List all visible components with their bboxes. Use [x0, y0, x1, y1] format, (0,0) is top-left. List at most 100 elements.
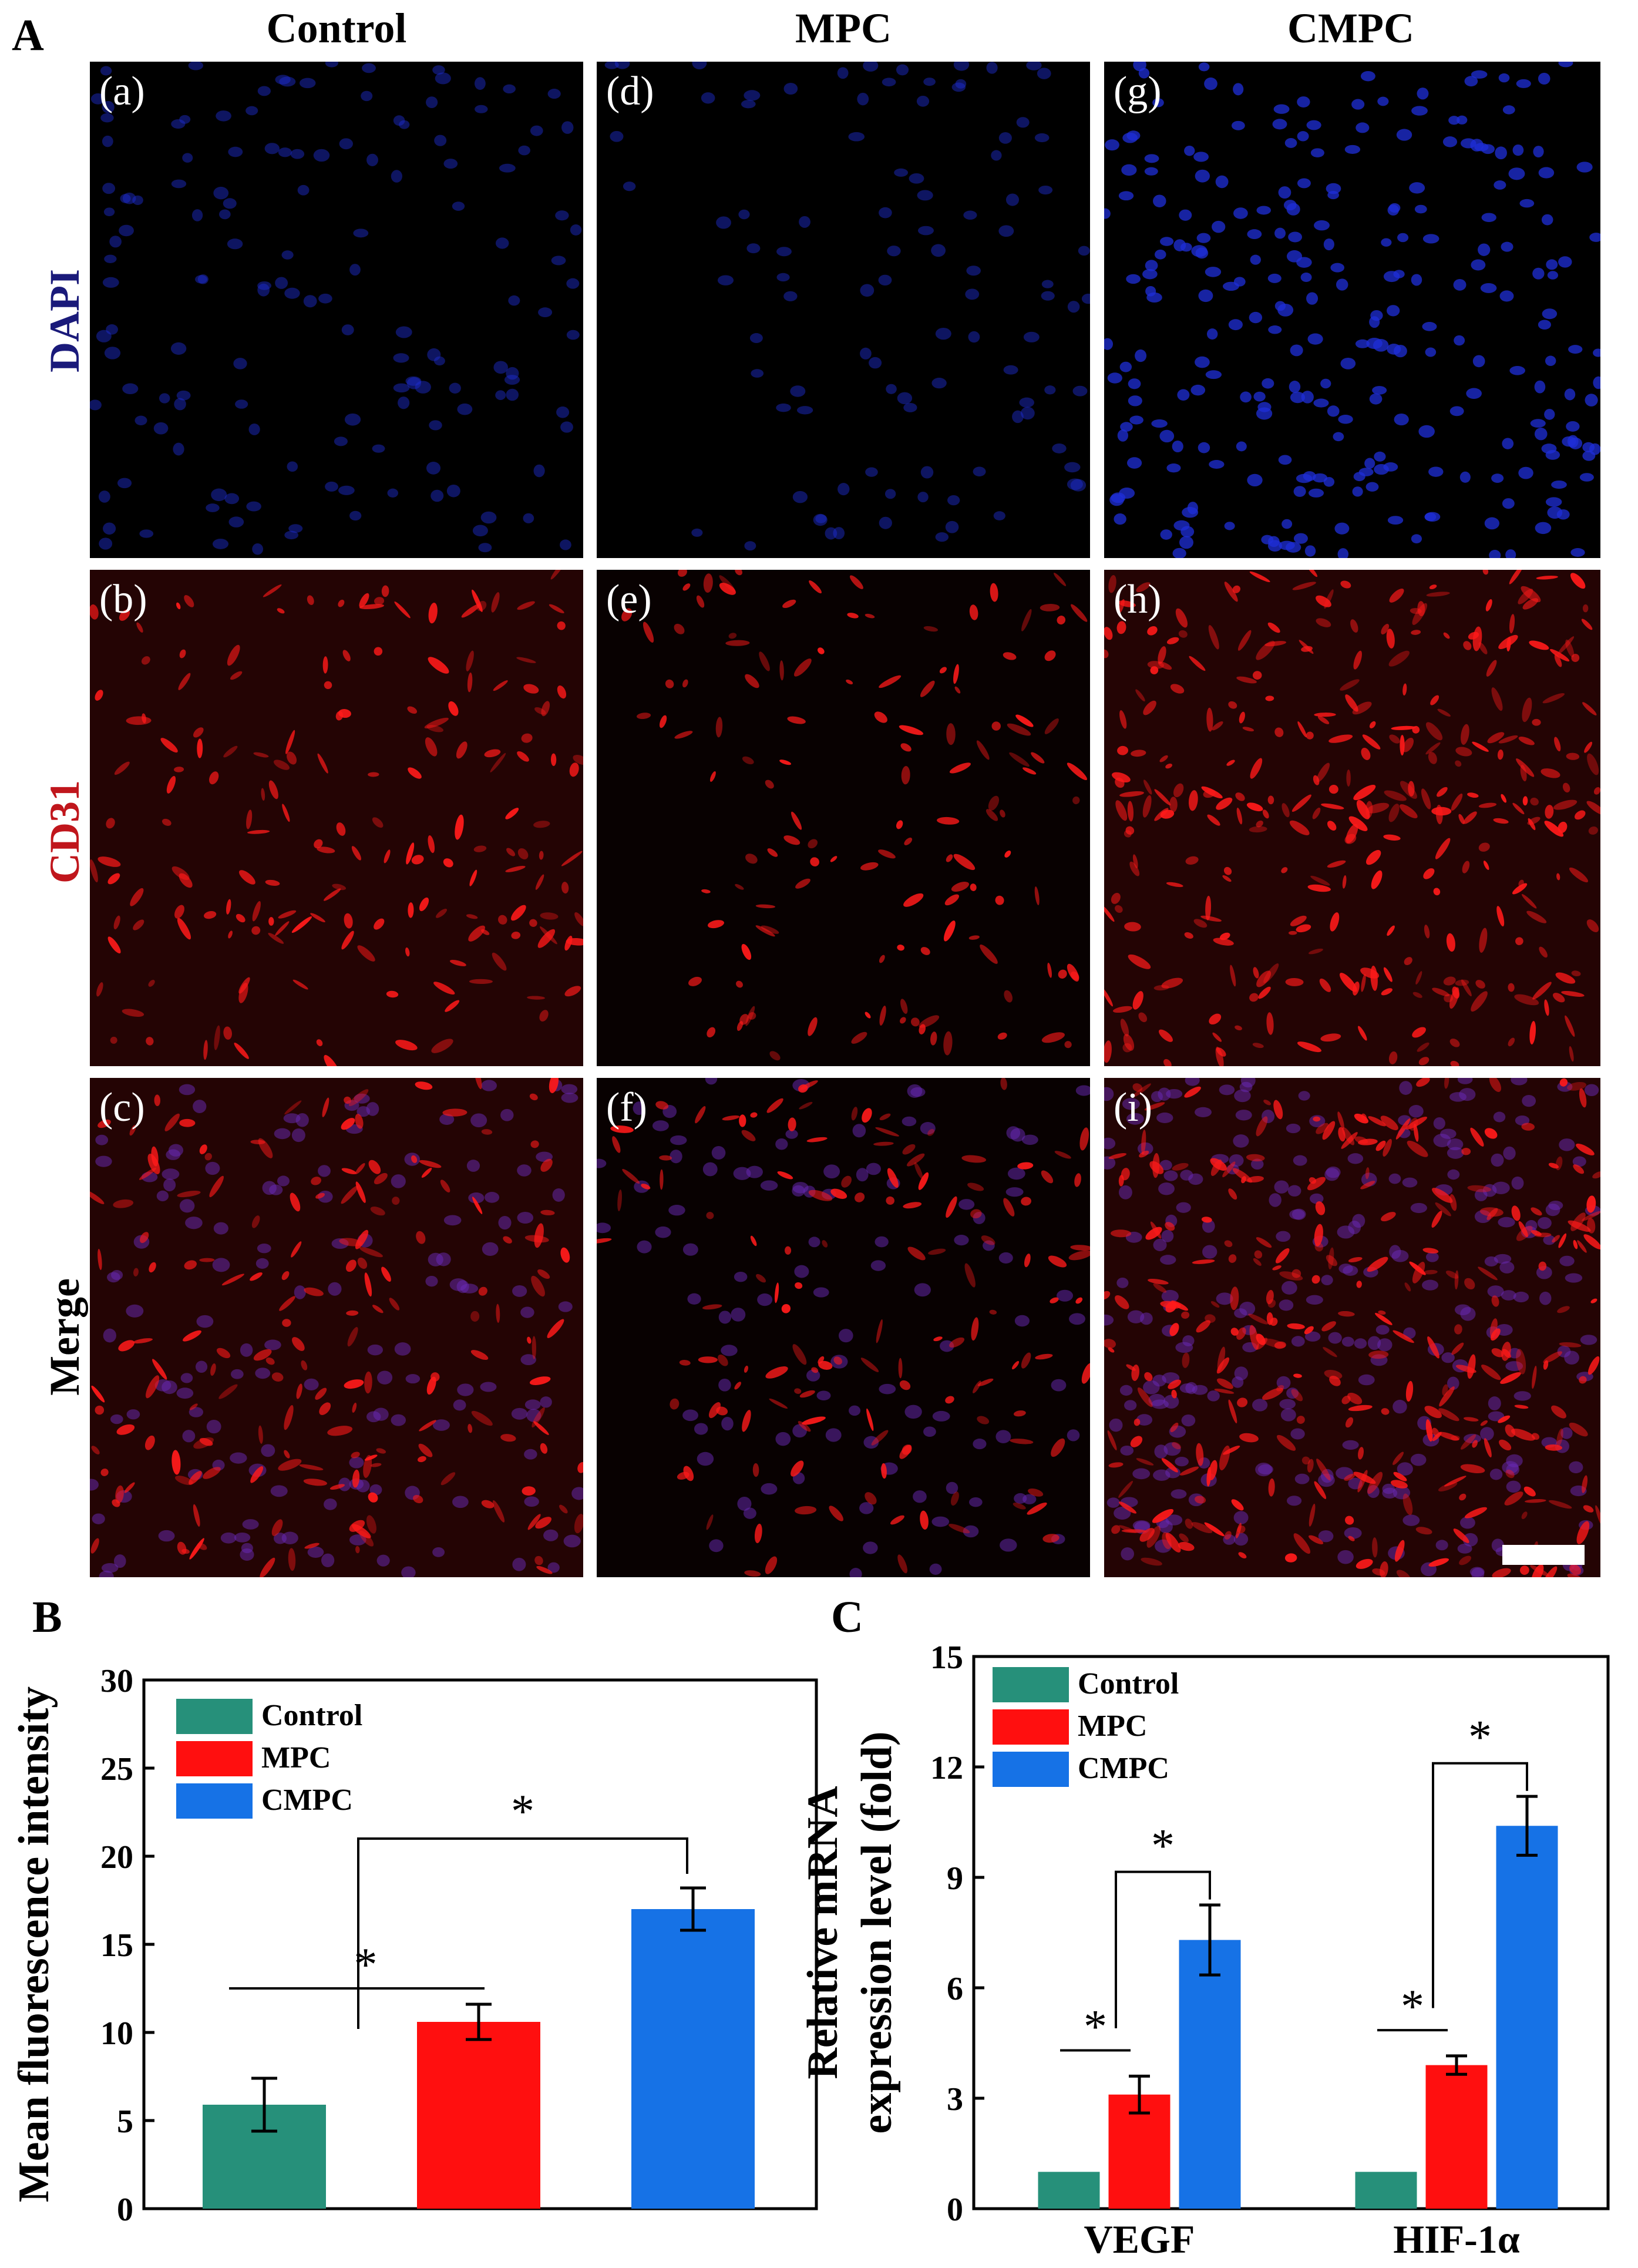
nucleus: [757, 1293, 773, 1306]
micrograph-d: (d): [597, 62, 1090, 558]
cd31-cell: [90, 1190, 105, 1204]
cd31-cell: [1123, 1034, 1135, 1051]
cd31-cell: [1380, 1115, 1398, 1131]
cd31-cell: [506, 848, 516, 856]
nucleus: [1502, 498, 1515, 509]
cd31-cell: [788, 1117, 796, 1131]
nucleus: [1530, 419, 1546, 428]
cd31-cell: [1296, 1416, 1305, 1424]
nucleus: [1023, 1494, 1037, 1504]
nucleus: [697, 1451, 714, 1466]
cd31-cell: [419, 1420, 436, 1432]
cd31-cell: [1148, 1278, 1169, 1285]
cd31-cell: [866, 1408, 874, 1432]
nucleus: [1075, 1085, 1090, 1096]
nucleus: [349, 510, 362, 521]
cd31-cell: [906, 1153, 925, 1167]
cd31-cell: [1511, 1205, 1521, 1221]
cd31-cell: [1425, 742, 1441, 755]
cd31-cell: [197, 738, 203, 758]
nucleus: [1532, 267, 1545, 280]
cd31-cell: [523, 684, 539, 694]
nucleus: [452, 1496, 469, 1508]
cd31-cell: [1412, 725, 1420, 734]
nucleus: [1172, 547, 1186, 558]
cd31-cell: [1561, 990, 1585, 997]
nucleus: [228, 516, 244, 527]
cd31-cell: [1584, 741, 1593, 753]
cd31-cell: [1027, 1502, 1047, 1515]
cd31-cell: [873, 1141, 894, 1146]
nucleus: [1293, 486, 1306, 497]
nucleus: [1333, 432, 1344, 442]
nucleus: [1589, 233, 1600, 242]
cd31-cell: [830, 856, 838, 862]
cd31-cell: [1554, 737, 1561, 752]
cd31-cell: [1242, 727, 1254, 732]
cd31-cell: [1582, 604, 1589, 613]
cd31-cell: [203, 1040, 208, 1060]
nucleus: [1538, 72, 1550, 85]
cd31-cell: [1299, 640, 1314, 654]
cd31-cell: [1463, 641, 1472, 650]
cd31-cell: [1583, 1505, 1594, 1513]
nucleus: [1546, 259, 1558, 270]
cd31-cell: [874, 711, 887, 723]
cd31-cell: [847, 613, 859, 619]
nucleus: [1262, 378, 1274, 389]
cd31-cell: [303, 1479, 328, 1486]
cd31-cell: [1583, 1234, 1600, 1249]
nucleus: [227, 238, 243, 250]
cd31-cell: [900, 999, 908, 1014]
nucleus: [1180, 1170, 1193, 1181]
cd31-cell: [540, 1158, 553, 1172]
cd31-cell: [292, 979, 308, 990]
cd31-cell: [1432, 1188, 1453, 1203]
cd31-cell: [1512, 883, 1528, 895]
nucleus: [367, 1344, 384, 1356]
cd31-cell: [106, 818, 115, 829]
cd31-cell: [144, 1435, 155, 1450]
nucleus: [524, 1496, 539, 1507]
nucleus: [1126, 1113, 1144, 1125]
cd31-cell: [368, 1492, 378, 1503]
nucleus: [307, 1546, 324, 1558]
nucleus: [1175, 1457, 1189, 1467]
cd31-cell: [754, 1523, 762, 1544]
cd31-cell: [903, 893, 924, 907]
cell-layer: [1104, 570, 1600, 1066]
nucleus: [711, 1146, 726, 1160]
nucleus: [191, 209, 203, 221]
nucleus: [1447, 1376, 1459, 1390]
cd31-cell: [1162, 1532, 1172, 1550]
cd31-cell: [1012, 1360, 1020, 1370]
cd31-cell: [1350, 619, 1358, 633]
cd31-cell: [1519, 1565, 1529, 1575]
cd31-cell: [1514, 994, 1539, 1006]
nucleus: [790, 385, 806, 397]
cd31-cell: [1165, 1533, 1181, 1553]
cd31-cell: [550, 753, 557, 767]
cd31-cell: [107, 936, 121, 954]
cd31-cell: [517, 601, 535, 610]
nucleus: [702, 1162, 718, 1177]
nucleus: [303, 295, 317, 308]
cd31-cell: [281, 1271, 290, 1281]
cd31-cell: [951, 882, 970, 892]
cd31-cell: [1272, 1265, 1282, 1271]
cd31-cell: [1372, 1537, 1378, 1558]
cd31-cell: [1293, 1373, 1302, 1378]
nucleus: [709, 1539, 724, 1553]
nucleus: [1154, 249, 1166, 260]
cd31-cell: [1009, 752, 1030, 767]
cd31-cell: [133, 919, 144, 930]
cd31-cell: [1582, 702, 1597, 715]
nucleus: [482, 1242, 499, 1256]
micrograph-h: (h): [1104, 570, 1600, 1066]
cd31-cell: [707, 1027, 716, 1038]
cd31-cell: [359, 593, 369, 608]
nucleus: [1328, 1332, 1342, 1344]
cd31-cell: [336, 822, 346, 836]
nucleus: [1132, 1520, 1151, 1531]
cd31-cell: [1368, 1350, 1389, 1359]
